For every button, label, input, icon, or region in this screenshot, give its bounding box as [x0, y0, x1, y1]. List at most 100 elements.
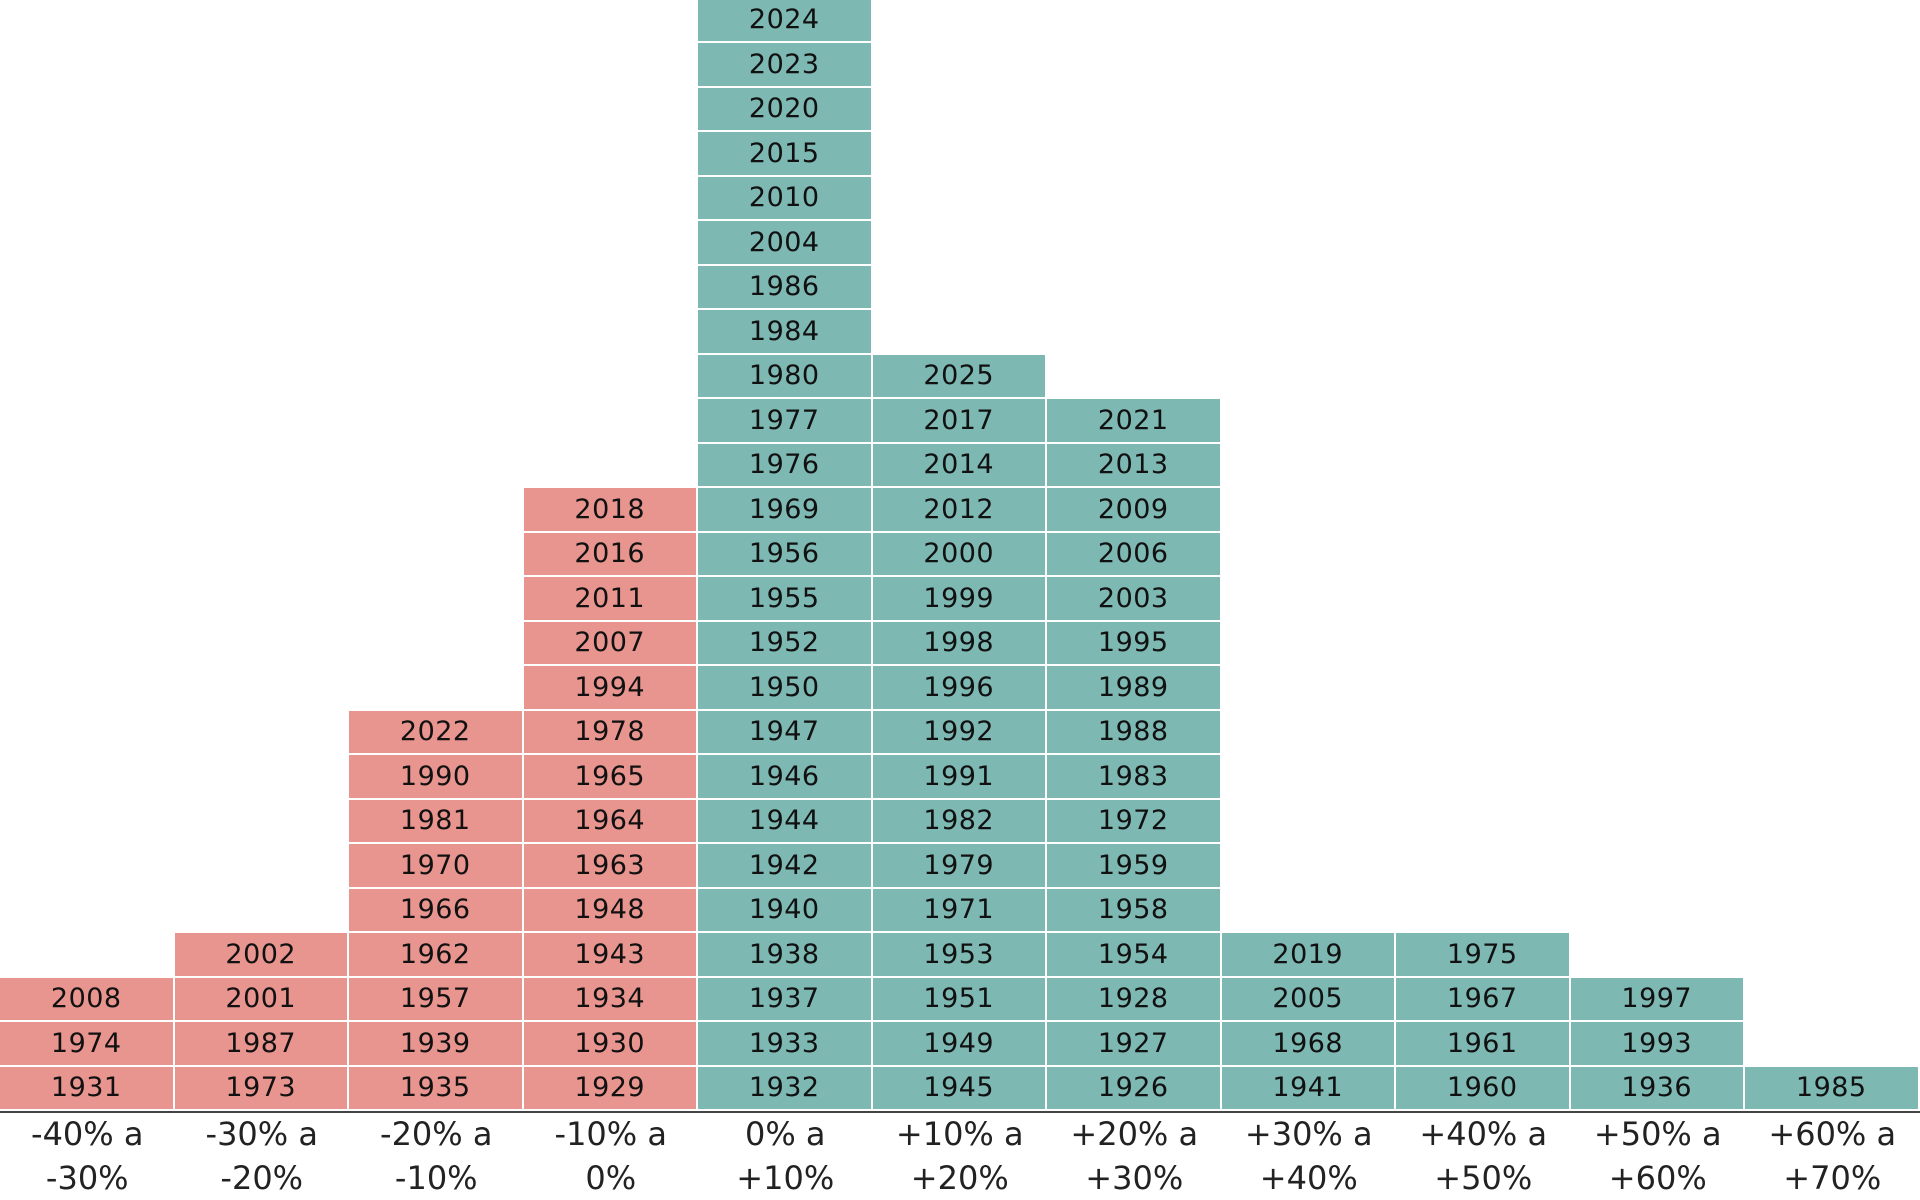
year-cell: 1971 [872, 888, 1047, 933]
year-cell: 2018 [523, 488, 698, 533]
bin-label-line1: 0% a [744, 1115, 826, 1153]
year-cell: 1942 [698, 844, 873, 889]
year-cell: 2009 [1047, 488, 1222, 533]
year-cell: 2015 [698, 132, 873, 177]
year-cell: 1940 [698, 888, 873, 933]
year-cell: 1970 [349, 844, 524, 889]
bin-label: -10% a 0% [524, 1112, 699, 1200]
year-cell: 1939 [349, 1022, 524, 1067]
bin-label-line1: +30% a [1244, 1115, 1373, 1153]
year-cell: 1953 [872, 933, 1047, 978]
year-cell: 2007 [523, 621, 698, 666]
bin-label: +60% a +70% [1745, 1112, 1920, 1200]
year-cell: 2002 [174, 933, 349, 978]
year-cell: 1945 [872, 1066, 1047, 1111]
year-cell: 1928 [1047, 977, 1222, 1022]
bin-label: -40% a -30% [0, 1112, 175, 1200]
bin-label-line2: +30% [1085, 1159, 1184, 1197]
year-cell: 2010 [698, 176, 873, 221]
bin-label-line1: +60% a [1768, 1115, 1897, 1153]
bin-label: +10% a +20% [873, 1112, 1048, 1200]
bin-label-line1: -30% a [205, 1115, 318, 1153]
year-cell: 1960 [1396, 1066, 1571, 1111]
year-cell: 1981 [349, 799, 524, 844]
year-cell: 1972 [1047, 799, 1222, 844]
year-cell: 1958 [1047, 888, 1222, 933]
year-cell: 1956 [698, 532, 873, 577]
bin-label-line2: +20% [910, 1159, 1009, 1197]
bin-label-line1: +40% a [1419, 1115, 1548, 1153]
year-cell: 1968 [1221, 1022, 1396, 1067]
year-cell: 1973 [174, 1066, 349, 1111]
year-cell: 1938 [698, 933, 873, 978]
year-cell: 1926 [1047, 1066, 1222, 1111]
bin-label: -30% a -20% [175, 1112, 350, 1200]
bin-label-line1: -10% a [554, 1115, 667, 1153]
year-cell: 2004 [698, 221, 873, 266]
year-cell: 1955 [698, 577, 873, 622]
year-cell: 1976 [698, 443, 873, 488]
year-cell: 1994 [523, 666, 698, 711]
year-cell: 2021 [1047, 399, 1222, 444]
bin-label-line2: +50% [1434, 1159, 1533, 1197]
bin-label-line2: 0% [585, 1159, 637, 1197]
year-cell: 1988 [1047, 710, 1222, 755]
year-cell: 1954 [1047, 933, 1222, 978]
year-cell: 2013 [1047, 443, 1222, 488]
year-cell: 1983 [1047, 755, 1222, 800]
year-cell: 1989 [1047, 666, 1222, 711]
year-cell: 1992 [872, 710, 1047, 755]
year-cell: 2014 [872, 443, 1047, 488]
year-cell: 1980 [698, 354, 873, 399]
year-cell: 1949 [872, 1022, 1047, 1067]
bin-label: +50% a +60% [1571, 1112, 1746, 1200]
year-cell: 1959 [1047, 844, 1222, 889]
bin-label-line2: +10% [736, 1159, 835, 1197]
year-cell: 1936 [1570, 1066, 1745, 1111]
year-cell: 2012 [872, 488, 1047, 533]
year-cell: 1933 [698, 1022, 873, 1067]
bin-label-line1: +10% a [895, 1115, 1024, 1153]
year-cell: 1990 [349, 755, 524, 800]
year-cell: 1935 [349, 1066, 524, 1111]
bin-label: 0% a +10% [698, 1112, 873, 1200]
year-cell: 1995 [1047, 621, 1222, 666]
year-cell: 1975 [1396, 933, 1571, 978]
year-cell: 1944 [698, 799, 873, 844]
year-cell: 1927 [1047, 1022, 1222, 1067]
year-cell: 2000 [872, 532, 1047, 577]
bin-label-line2: -20% [220, 1159, 304, 1197]
year-cell: 1946 [698, 755, 873, 800]
year-cell: 1965 [523, 755, 698, 800]
bin-label-line2: +70% [1783, 1159, 1882, 1197]
year-cell: 2006 [1047, 532, 1222, 577]
bin-label-line2: +40% [1259, 1159, 1358, 1197]
year-cell: 1932 [698, 1066, 873, 1111]
bin-label-line1: -20% a [380, 1115, 493, 1153]
year-cell: 1934 [523, 977, 698, 1022]
year-cell: 1999 [872, 577, 1047, 622]
year-cell: 1991 [872, 755, 1047, 800]
year-cell: 1982 [872, 799, 1047, 844]
bin-label: -20% a -10% [349, 1112, 524, 1200]
year-cell: 1993 [1570, 1022, 1745, 1067]
year-cell: 1977 [698, 399, 873, 444]
bin-label: +20% a +30% [1047, 1112, 1222, 1200]
year-cell: 1943 [523, 933, 698, 978]
year-cell: 2003 [1047, 577, 1222, 622]
bin-label-line2: -30% [45, 1159, 129, 1197]
year-cell: 2023 [698, 43, 873, 88]
year-cell: 1964 [523, 799, 698, 844]
bin-label-line2: -10% [394, 1159, 478, 1197]
year-cell: 1947 [698, 710, 873, 755]
year-cell: 1969 [698, 488, 873, 533]
year-cell: 2011 [523, 577, 698, 622]
year-cell: 1996 [872, 666, 1047, 711]
year-cell: 1998 [872, 621, 1047, 666]
year-cell: 1997 [1570, 977, 1745, 1022]
year-cell: 1957 [349, 977, 524, 1022]
bin-label-line2: +60% [1608, 1159, 1707, 1197]
year-cell: 2022 [349, 710, 524, 755]
year-cell: 1941 [1221, 1066, 1396, 1111]
